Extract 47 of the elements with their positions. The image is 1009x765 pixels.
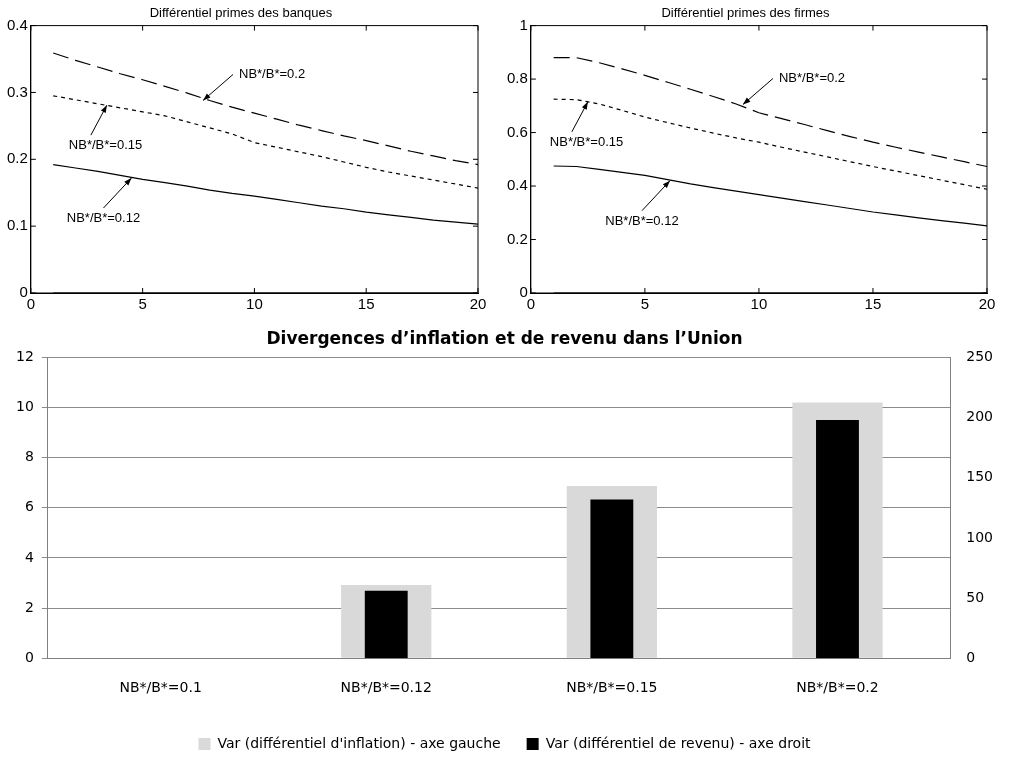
y-tick-label: 0.4 <box>6 15 28 33</box>
annotation: NB*/B*=0.12 <box>605 212 679 228</box>
y-tick-label: 6 <box>24 498 34 515</box>
x-tick-label: NB*/B*=0.15 <box>566 679 658 696</box>
annotation: NB*/B*=0.2 <box>778 70 846 86</box>
y-tick-label: 4 <box>24 548 34 565</box>
legend-label: Var (différentiel de revenu) - axe droit <box>545 734 812 751</box>
y-tick-label: 12 <box>15 348 34 365</box>
x-tick-label: 15 <box>864 295 882 313</box>
x-tick-label: 10 <box>246 295 263 313</box>
x-tick-label: 15 <box>357 295 375 313</box>
annotation: NB*/B*=0.12 <box>66 210 141 226</box>
annotation: NB*/B*=0.15 <box>68 137 143 153</box>
y2-tick-label: 250 <box>966 348 994 365</box>
y-tick-label: 10 <box>15 398 34 415</box>
y-tick-label: 0.2 <box>6 149 28 167</box>
y-tick-label: 1 <box>519 15 528 33</box>
x-tick-label: 10 <box>750 295 768 313</box>
y-tick-label: 0 <box>24 648 34 665</box>
y-tick-label: 0.4 <box>506 176 528 194</box>
x-tick-label: 5 <box>640 295 650 313</box>
y-tick-label: 0.6 <box>506 122 528 140</box>
x-tick-label: NB*/B*=0.12 <box>340 679 432 696</box>
y-tick-label: 0.2 <box>506 229 528 247</box>
x-tick-label: 20 <box>978 295 996 313</box>
annotation: NB*/B*=0.15 <box>549 133 624 149</box>
y-tick-label: 0.3 <box>6 82 28 100</box>
x-tick-label: 5 <box>138 295 147 313</box>
y-tick-label: 2 <box>24 598 34 615</box>
y2-tick-label: 150 <box>966 468 994 485</box>
legend-label: Var (différentiel d'inflation) - axe gauche <box>217 734 501 751</box>
y2-tick-label: 0 <box>966 648 976 665</box>
y2-tick-label: 50 <box>966 588 985 605</box>
y-tick-label: 0 <box>519 283 528 301</box>
chart-title: Divergences d’inflation et de revenu dans l’Union <box>266 327 743 348</box>
chart-title: Différentiel primes des firmes <box>661 5 831 21</box>
y-tick-label: 8 <box>24 448 34 465</box>
y-tick-label: 0.8 <box>506 69 528 87</box>
annotation: NB*/B*=0.2 <box>239 66 306 82</box>
y2-tick-label: 200 <box>966 408 994 425</box>
y-tick-label: 0.1 <box>6 216 28 234</box>
x-tick-label: NB*/B*=0.2 <box>796 679 879 696</box>
x-tick-label: 20 <box>469 295 487 313</box>
y-tick-label: 0 <box>19 283 28 301</box>
x-tick-label: NB*/B*=0.1 <box>119 679 202 696</box>
y2-tick-label: 100 <box>966 528 994 545</box>
chart-title: Différentiel primes des banques <box>149 5 333 21</box>
